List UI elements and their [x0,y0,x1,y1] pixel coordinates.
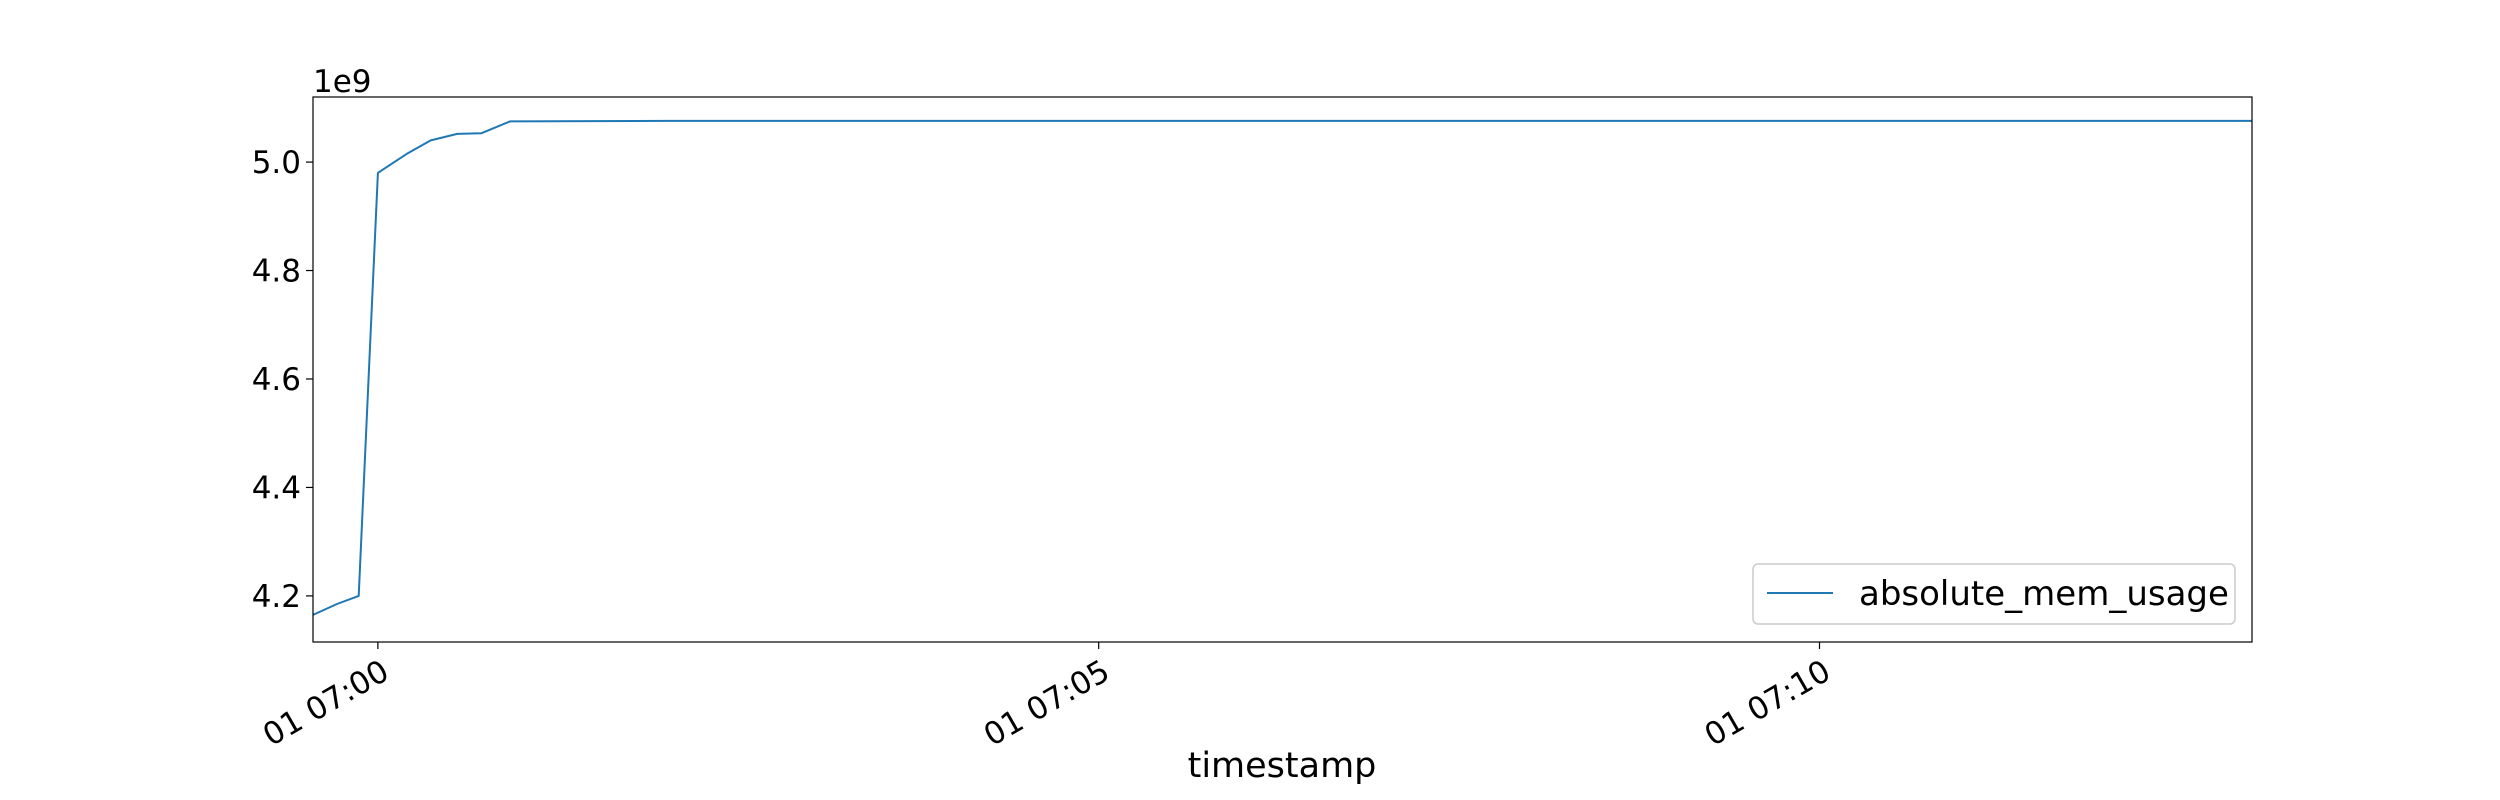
legend-box [1752,563,2236,625]
y-offset-label: 1e9 [313,64,372,100]
legend-label: absolute_mem_usage [1859,574,2229,614]
y-tick-label: 4.4 [252,470,301,506]
y-tick-label: 4.6 [252,362,301,398]
x-tick-label: 01 07:00 [257,653,395,753]
series-line-0 [312,119,2252,616]
x-tick-label: 01 07:10 [1699,653,1837,753]
y-tick-label: 4.2 [252,579,301,615]
legend: absolute_mem_usage [1752,563,2236,625]
plot-area [313,97,2252,642]
y-tick-label: 4.8 [252,254,301,290]
plot-frame [312,96,2253,643]
y-tick-label: 5.0 [252,145,301,181]
x-tick-label: 01 07:05 [978,653,1116,753]
y-axis: 4.2 4.4 4.6 4.8 5.0 [252,145,313,615]
series-layer [312,119,2252,616]
x-axis-title: timestamp [1188,746,1377,786]
x-axis: 01 07:00 01 07:05 01 07:10 [257,642,1837,754]
